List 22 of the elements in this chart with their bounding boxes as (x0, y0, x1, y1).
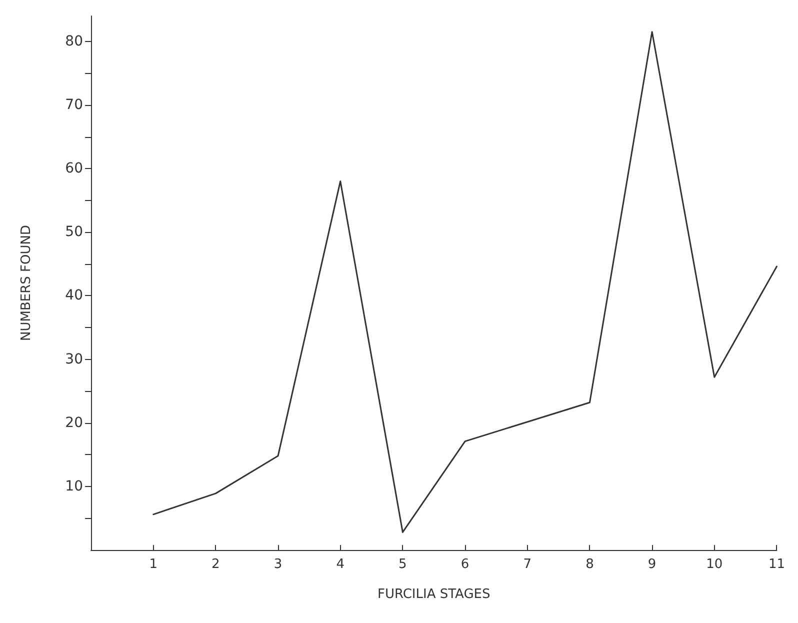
x-tick-label: 8 (586, 557, 594, 572)
y-tick-label: 30 (65, 351, 83, 368)
x-tick-label: 2 (212, 557, 220, 572)
y-axis-title: NUMBERS FOUND (19, 225, 34, 341)
x-tick-label: 11 (768, 557, 785, 572)
y-tick-label: 20 (65, 414, 83, 431)
line-series (152, 31, 778, 533)
y-tick-label: 70 (65, 97, 83, 113)
y-tick-label: 50 (65, 224, 83, 240)
x-tick-label: 10 (706, 557, 723, 572)
y-tick-label: 10 (65, 478, 83, 494)
x-tick-label: 1 (149, 557, 158, 572)
x-tick-label: 6 (460, 557, 470, 572)
x-tick-label: 7 (523, 557, 532, 572)
x-tick-label: 9 (648, 557, 656, 572)
x-tick-label: 3 (274, 557, 282, 572)
y-tick-label: 60 (65, 160, 83, 177)
x-tick-label: 4 (336, 557, 344, 572)
x-axis-title: FURCILIA STAGES (377, 587, 490, 602)
y-tick-label: 80 (65, 33, 83, 50)
x-tick-label: 5 (398, 557, 407, 572)
y-tick-label: 40 (65, 288, 83, 304)
